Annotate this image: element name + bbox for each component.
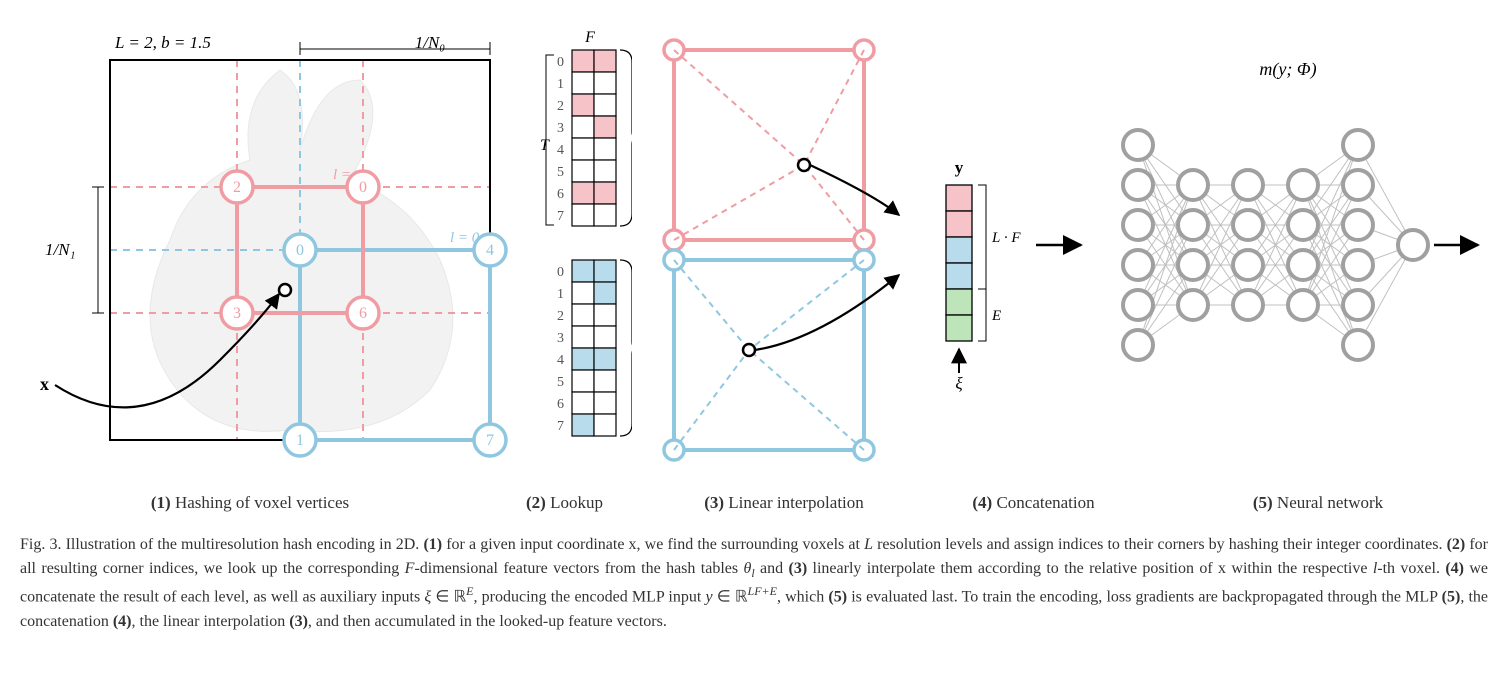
figure: L = 2, b = 1.51/N₀l = 1l = 004172036x1/N… bbox=[20, 20, 1488, 634]
panel-hashing: L = 2, b = 1.51/N₀l = 1l = 004172036x1/N… bbox=[20, 20, 520, 475]
svg-text:2: 2 bbox=[557, 309, 564, 324]
interp-svg bbox=[644, 20, 904, 470]
panel-interp bbox=[644, 20, 904, 475]
svg-text:3: 3 bbox=[233, 305, 241, 322]
svg-text:F: F bbox=[584, 29, 595, 46]
svg-text:2: 2 bbox=[557, 99, 564, 114]
svg-text:0: 0 bbox=[557, 265, 564, 280]
step-1: (1) Hashing of voxel vertices bbox=[40, 493, 460, 513]
svg-text:7: 7 bbox=[557, 419, 564, 434]
svg-text:1: 1 bbox=[557, 287, 564, 302]
svg-text:5: 5 bbox=[557, 375, 564, 390]
panel-lookup: F T 0 1 2 3 4 5 6 7 0 1 2 3 4 5 6 7 bbox=[532, 20, 632, 475]
svg-text:x: x bbox=[40, 374, 49, 394]
caption: Fig. 3. Illustration of the multiresolut… bbox=[20, 533, 1488, 634]
svg-text:2: 2 bbox=[233, 179, 241, 196]
svg-text:y: y bbox=[955, 158, 964, 177]
svg-text:E: E bbox=[991, 308, 1001, 324]
svg-text:6: 6 bbox=[557, 187, 564, 202]
svg-text:4: 4 bbox=[486, 242, 494, 259]
lookup-svg: F T 0 1 2 3 4 5 6 7 0 1 2 3 4 5 6 7 bbox=[532, 20, 632, 470]
nn-svg: m(y; Φ) bbox=[1108, 20, 1488, 470]
svg-text:5: 5 bbox=[557, 165, 564, 180]
svg-text:L = 2, b = 1.5: L = 2, b = 1.5 bbox=[114, 33, 211, 52]
hashing-svg: L = 2, b = 1.51/N₀l = 1l = 004172036x1/N… bbox=[20, 20, 520, 470]
step-labels: (1) Hashing of voxel vertices (2) Lookup… bbox=[20, 493, 1488, 513]
svg-text:6: 6 bbox=[359, 305, 367, 322]
svg-text:1: 1 bbox=[296, 432, 304, 449]
svg-text:1/N₁: 1/N₁ bbox=[45, 240, 75, 259]
step-2: (2) Lookup bbox=[500, 493, 630, 513]
svg-text:0: 0 bbox=[296, 242, 304, 259]
panel-nn: m(y; Φ) bbox=[1108, 20, 1488, 475]
svg-text:4: 4 bbox=[557, 353, 564, 368]
svg-text:0: 0 bbox=[359, 179, 367, 196]
step-3: (3) Linear interpolation bbox=[669, 493, 899, 513]
svg-text:3: 3 bbox=[557, 331, 564, 346]
step-4: (4) Concatenation bbox=[939, 493, 1129, 513]
svg-text:7: 7 bbox=[486, 432, 494, 449]
step-5: (5) Neural network bbox=[1168, 493, 1468, 513]
svg-text:3: 3 bbox=[557, 121, 564, 136]
concat-svg: y L · F Eξ bbox=[916, 20, 1096, 470]
panel-concat: y L · F Eξ bbox=[916, 20, 1096, 475]
svg-text:4: 4 bbox=[557, 143, 564, 158]
svg-text:ξ: ξ bbox=[955, 374, 963, 393]
svg-text:0: 0 bbox=[557, 55, 564, 70]
diagram-row: L = 2, b = 1.51/N₀l = 1l = 004172036x1/N… bbox=[20, 20, 1488, 475]
svg-text:T: T bbox=[540, 137, 550, 154]
svg-text:L · F: L · F bbox=[991, 230, 1021, 246]
svg-text:6: 6 bbox=[557, 397, 564, 412]
svg-text:1: 1 bbox=[557, 77, 564, 92]
svg-text:m(y; Φ): m(y; Φ) bbox=[1259, 59, 1316, 80]
svg-text:7: 7 bbox=[557, 209, 564, 224]
